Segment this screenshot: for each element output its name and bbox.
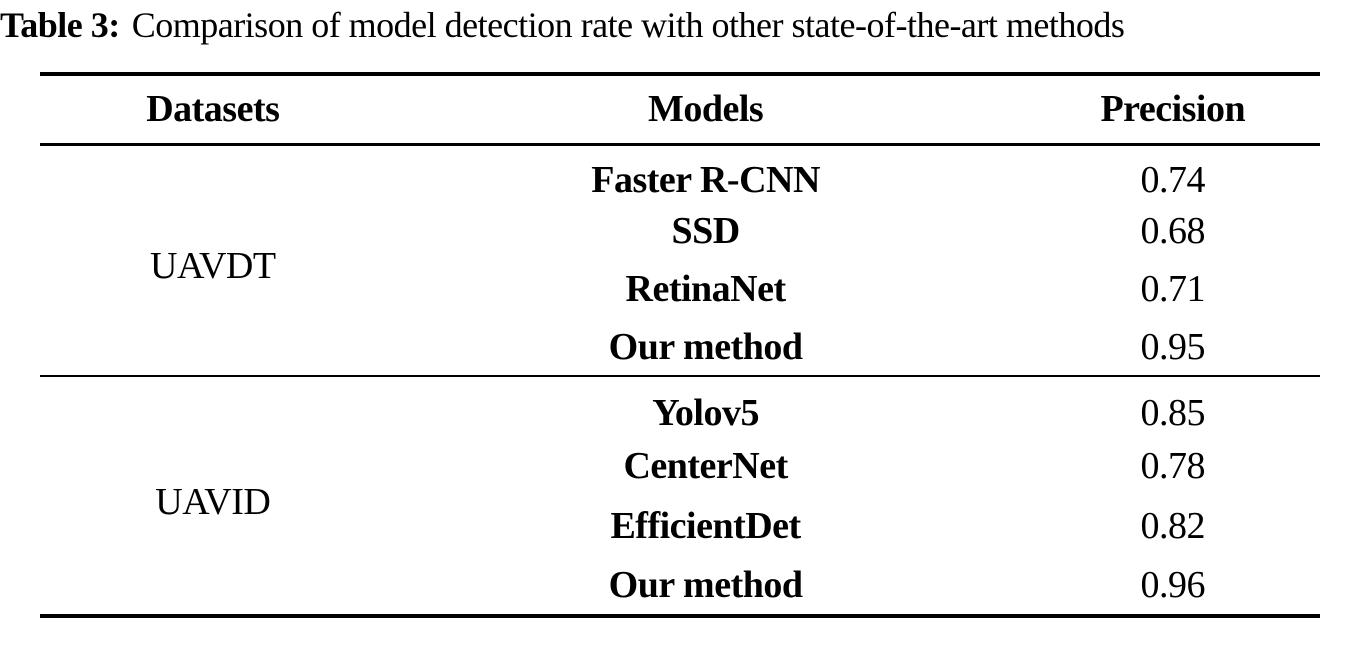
precision-cell: 0.74: [1140, 158, 1206, 201]
table-caption: Table 3: Comparison of model detection ra…: [0, 4, 1356, 47]
table-header: Datasets Models Precision: [40, 74, 1320, 144]
table-row: Our method 0.96: [40, 556, 1320, 616]
precision-cell: 0.85: [1140, 391, 1206, 434]
table-section-uavdt: UAVDT Faster R-CNN 0.74 SSD 0.68 RetinaN…: [40, 144, 1320, 376]
header-datasets: Datasets: [146, 88, 280, 131]
table-caption-text: Comparison of model detection rate with …: [131, 5, 1125, 45]
table-row: EfficientDet 0.82: [40, 496, 1320, 556]
table-row: CenterNet 0.78: [40, 436, 1320, 496]
model-cell: CenterNet: [623, 445, 788, 487]
table-row: UAVID Yolov5 0.85: [40, 376, 1320, 523]
precision-cell: 0.82: [1140, 505, 1206, 547]
comparison-table: Datasets Models Precision UAVDT Faster R…: [40, 72, 1320, 618]
precision-cell: 0.78: [1140, 445, 1206, 487]
table-container: Datasets Models Precision UAVDT Faster R…: [40, 72, 1320, 618]
table-row: SSD 0.68: [40, 202, 1320, 260]
table-row: RetinaNet 0.71: [40, 260, 1320, 318]
precision-cell: 0.71: [1140, 268, 1206, 310]
dataset-cell-uavid: UAVID: [155, 480, 271, 523]
model-cell: SSD: [671, 210, 740, 252]
header-models: Models: [647, 88, 764, 131]
model-cell: Faster R-CNN: [591, 158, 820, 201]
precision-cell: 0.68: [1140, 210, 1206, 252]
model-cell: EfficientDet: [610, 505, 801, 547]
table-section-uavid: UAVID Yolov5 0.85 CenterNet 0.78 Efficie…: [40, 376, 1320, 616]
table-row: Our method 0.95: [40, 318, 1320, 376]
precision-cell: 0.96: [1140, 564, 1206, 606]
model-cell: RetinaNet: [625, 268, 787, 310]
precision-cell: 0.95: [1140, 325, 1206, 368]
table-caption-label: Table 3:: [0, 5, 120, 45]
header-precision: Precision: [1100, 88, 1246, 131]
header-row: Datasets Models Precision: [40, 74, 1320, 144]
model-cell: Our method: [608, 564, 803, 606]
model-cell: Our method: [608, 325, 803, 368]
dataset-cell-uavdt: UAVDT: [150, 245, 276, 288]
model-cell: Yolov5: [652, 391, 759, 434]
table-row: UAVDT Faster R-CNN 0.74: [40, 144, 1320, 288]
